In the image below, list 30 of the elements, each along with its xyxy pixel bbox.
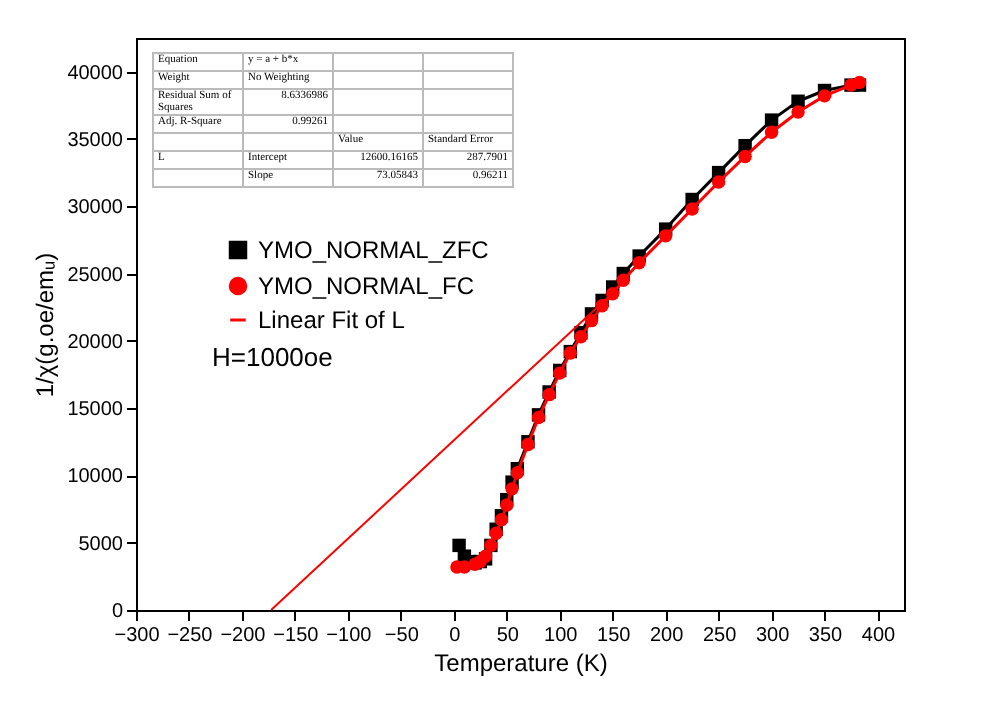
x-tick-label: 250 bbox=[702, 625, 738, 647]
x-tick-label: −200 bbox=[220, 625, 267, 647]
y-tick-label: 20000 bbox=[67, 331, 124, 354]
x-tick-label: −50 bbox=[384, 625, 420, 647]
legend-label: YMO_NORMAL_ZFC bbox=[258, 236, 490, 264]
x-tick-label: 50 bbox=[496, 625, 520, 647]
x-tick-label: 150 bbox=[597, 625, 632, 647]
x-tick-label: −150 bbox=[273, 625, 320, 647]
y-tick-label: 0 bbox=[111, 601, 124, 623]
y-tick-label: 25000 bbox=[67, 264, 124, 287]
x-axis-title: Temperature (K) bbox=[434, 649, 608, 677]
y-tick-label: 15000 bbox=[67, 399, 124, 422]
x-tick-label: 0 bbox=[449, 625, 462, 647]
x-tick-label: 350 bbox=[808, 625, 844, 647]
y-tick-label: 10000 bbox=[67, 466, 124, 489]
x-tick-label: 200 bbox=[649, 625, 685, 647]
x-tick-label: 300 bbox=[755, 625, 791, 647]
y-tick-label: 40000 bbox=[67, 62, 124, 85]
y-tick-label: 35000 bbox=[67, 129, 124, 152]
y-axis-title: 1/χ(g.oe/emᵤ) bbox=[31, 252, 60, 398]
y-tick-label: 5000 bbox=[78, 533, 124, 556]
x-tick-label: −100 bbox=[326, 625, 373, 647]
x-tick-label: 100 bbox=[544, 625, 579, 647]
legend-label: YMO_NORMAL_FC bbox=[258, 272, 475, 300]
x-tick-label: −250 bbox=[167, 625, 214, 647]
x-tick-label: −300 bbox=[114, 625, 161, 647]
legend-label: Linear Fit of L bbox=[258, 306, 406, 334]
y-tick-label: 30000 bbox=[67, 197, 124, 220]
x-tick-label: 400 bbox=[861, 625, 897, 647]
annotation: H=1000oe bbox=[212, 342, 333, 372]
